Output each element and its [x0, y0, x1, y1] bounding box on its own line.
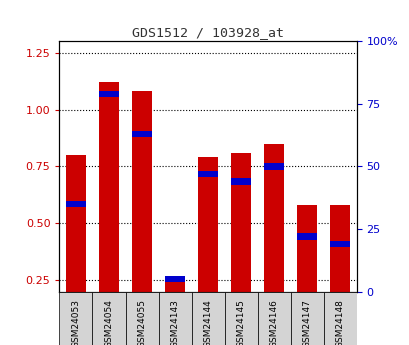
- Text: GSM24143: GSM24143: [170, 299, 179, 345]
- Bar: [66, 201, 85, 207]
- Bar: [257, 292, 290, 345]
- Bar: [191, 292, 224, 345]
- Bar: [99, 91, 119, 97]
- Text: GSM24055: GSM24055: [137, 299, 146, 345]
- Bar: [165, 280, 184, 292]
- Bar: [297, 205, 316, 292]
- Bar: [92, 292, 125, 345]
- Title: GDS1512 / 103928_at: GDS1512 / 103928_at: [132, 26, 283, 39]
- Bar: [263, 163, 283, 170]
- Bar: [158, 292, 191, 345]
- Bar: [198, 157, 218, 292]
- Bar: [132, 131, 152, 137]
- Bar: [99, 82, 119, 292]
- Bar: [290, 292, 323, 345]
- Bar: [125, 292, 158, 345]
- Bar: [323, 292, 356, 345]
- Text: GSM24148: GSM24148: [335, 299, 344, 345]
- Bar: [198, 171, 218, 177]
- Bar: [330, 241, 349, 247]
- Bar: [297, 233, 316, 240]
- Text: GSM24144: GSM24144: [203, 299, 212, 345]
- Bar: [231, 178, 250, 185]
- Bar: [165, 276, 184, 282]
- Text: GSM24146: GSM24146: [269, 299, 278, 345]
- Bar: [330, 205, 349, 292]
- Bar: [231, 153, 250, 292]
- Bar: [224, 292, 257, 345]
- Bar: [132, 91, 152, 292]
- Text: GSM24053: GSM24053: [71, 299, 80, 345]
- Text: GSM24147: GSM24147: [302, 299, 311, 345]
- Bar: [59, 292, 92, 345]
- Bar: [263, 144, 283, 292]
- Bar: [66, 155, 85, 292]
- Text: GSM24054: GSM24054: [104, 299, 113, 345]
- Text: GSM24145: GSM24145: [236, 299, 245, 345]
